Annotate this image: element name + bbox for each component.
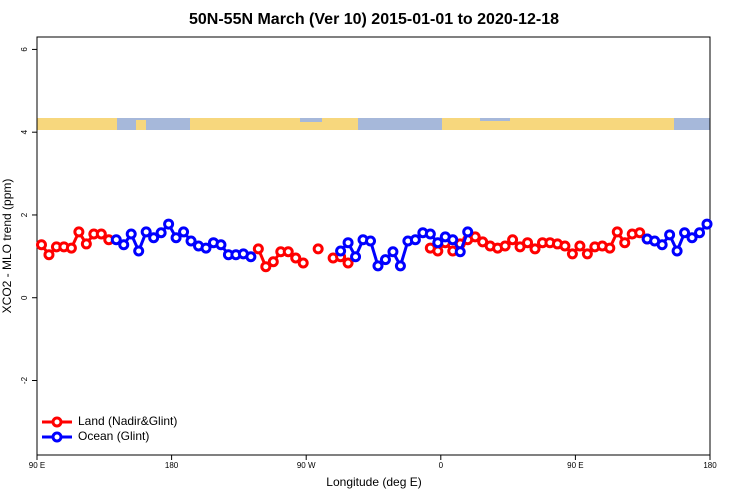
data-point <box>140 226 152 238</box>
data-point <box>110 234 122 246</box>
data-point <box>634 227 646 239</box>
data-point <box>447 234 459 246</box>
data-point <box>469 231 481 243</box>
x-tick-label: 0 <box>439 461 444 470</box>
data-point <box>574 240 586 252</box>
data-point <box>656 239 668 251</box>
x-tick-label: 90 E <box>29 461 45 470</box>
data-point <box>267 256 279 268</box>
data-point <box>178 226 190 238</box>
data-point <box>619 237 631 249</box>
data-point <box>335 245 347 257</box>
data-point <box>163 218 175 230</box>
data-point <box>679 227 691 239</box>
data-point <box>297 257 309 269</box>
data-point <box>522 237 534 249</box>
data-point <box>215 239 227 251</box>
legend-label: Ocean (Glint) <box>78 429 149 443</box>
data-point <box>462 226 474 238</box>
data-point <box>566 248 578 260</box>
legend-marker <box>51 416 63 428</box>
data-point <box>701 218 713 230</box>
data-point <box>664 229 676 241</box>
data-point <box>155 227 167 239</box>
y-tick-label: 4 <box>20 129 29 134</box>
y-tick-label: 2 <box>20 212 29 217</box>
data-point <box>686 232 698 244</box>
x-tick-label: 180 <box>165 461 179 470</box>
data-point <box>260 261 272 273</box>
data-point <box>35 239 47 251</box>
data-point <box>671 245 683 257</box>
data-point <box>290 252 302 264</box>
data-point <box>394 260 406 272</box>
data-point <box>409 234 421 246</box>
data-point <box>245 251 257 263</box>
data-point <box>387 246 399 258</box>
data-point <box>133 245 145 257</box>
data-point <box>80 238 92 250</box>
data-point <box>432 237 444 249</box>
x-tick-label: 90 W <box>297 461 316 470</box>
data-point <box>372 260 384 272</box>
data-point <box>507 234 519 246</box>
data-point <box>529 243 541 255</box>
y-axis-label: XCO2 - MLO trend (ppm) <box>0 179 14 314</box>
data-point <box>611 226 623 238</box>
data-point <box>581 248 593 260</box>
y-tick-label: 6 <box>20 47 29 52</box>
data-point <box>559 240 571 252</box>
data-point <box>694 227 706 239</box>
data-point <box>499 240 511 252</box>
data-point <box>65 242 77 254</box>
chart-title: 50N-55N March (Ver 10) 2015-01-01 to 202… <box>189 11 559 28</box>
data-point <box>43 249 55 261</box>
data-point <box>148 232 160 244</box>
data-point <box>342 237 354 249</box>
data-point <box>118 239 130 251</box>
x-tick-label: 90 E <box>567 461 583 470</box>
y-tick-label: -2 <box>20 376 29 384</box>
data-point <box>252 243 264 255</box>
data-point <box>604 242 616 254</box>
data-point <box>282 246 294 258</box>
data-point <box>365 235 377 247</box>
x-tick-label: 180 <box>703 461 717 470</box>
legend-marker <box>51 431 63 443</box>
y-tick-label: 0 <box>20 295 29 300</box>
data-point <box>379 254 391 266</box>
x-axis-label: Longitude (deg E) <box>326 475 421 489</box>
data-point <box>170 232 182 244</box>
data-point <box>454 246 466 258</box>
legend-label: Land (Nadir&Glint) <box>78 414 177 428</box>
data-point <box>95 228 107 240</box>
data-point <box>73 226 85 238</box>
data-point <box>125 228 137 240</box>
data-point <box>185 235 197 247</box>
data-point <box>312 243 324 255</box>
land-mask-strip <box>37 118 710 130</box>
data-point <box>342 257 354 269</box>
data-point <box>424 228 436 240</box>
data-point <box>350 251 362 263</box>
data-point <box>200 242 212 254</box>
